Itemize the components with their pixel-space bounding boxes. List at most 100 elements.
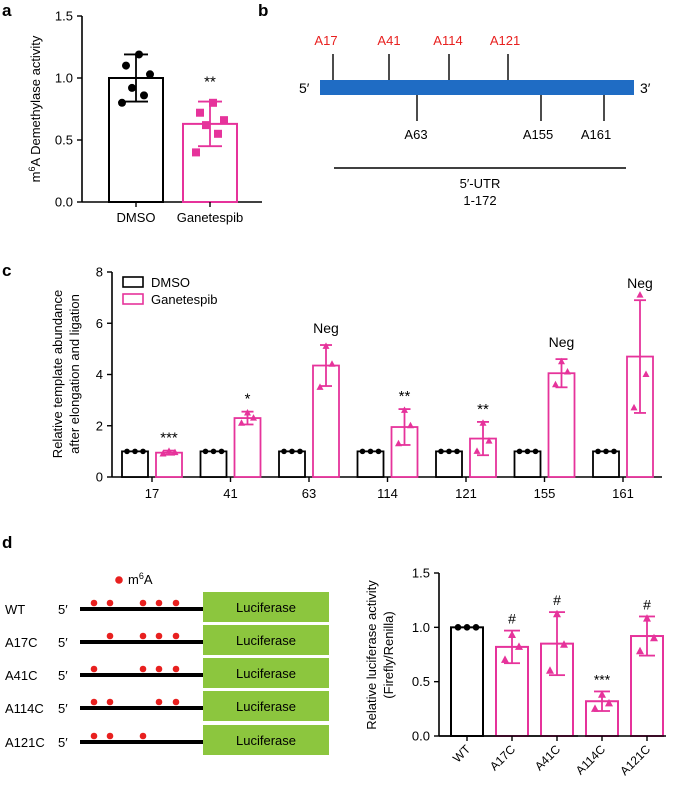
data-point (140, 91, 148, 100)
m6a-legend-dot (115, 576, 123, 584)
data-point-ganetespib (564, 367, 571, 375)
data-point (202, 121, 210, 130)
m6a-site-dot (106, 698, 114, 706)
x-tick-label: DMSO (117, 210, 156, 225)
panel-a-chart: m6A Demethylase activity 0.0 0.5 1.0 1.5 DMS… (27, 9, 262, 225)
panel-d-construct-diagram: m6A WT 5′ Luciferase A17C 5′ Luciferase A41C 5′… (5, 571, 329, 755)
bar-dmso-114 (356, 450, 385, 478)
data-point (128, 83, 136, 92)
data-point (220, 116, 228, 125)
panel-label-c: c (2, 261, 11, 280)
data-point (472, 624, 480, 631)
panel-c-y-label-line2: after elongation and ligation (67, 294, 82, 454)
x-tick-label: A121C (617, 742, 653, 778)
annotation-161: Neg (627, 275, 653, 291)
luciferase-box (203, 691, 329, 721)
m6a-site-dot (155, 665, 163, 673)
y-tick-label: 0.0 (412, 729, 430, 744)
m6a-site-dot (90, 698, 98, 706)
m6a-site-dot (172, 599, 180, 607)
data-point (591, 704, 599, 712)
panel-a-y-label: m6A Demethylase activity (27, 35, 43, 182)
data-point-dmso (524, 448, 531, 455)
panel-d-chart: Relative luciferase activity (Firefly/Re… (364, 566, 666, 778)
data-point-dmso (516, 448, 523, 455)
utr-range: 1-172 (463, 193, 496, 208)
m6a-site-dot (106, 632, 114, 640)
x-tick-label: WT (450, 742, 474, 766)
construct-name-A17C: A17C (5, 635, 38, 650)
luciferase-label: Luciferase (236, 666, 296, 681)
data-point-dmso (595, 448, 601, 455)
m6a-site-dot (172, 665, 180, 673)
data-point (560, 640, 568, 648)
luciferase-box (203, 592, 329, 622)
construct-name-A41C: A41C (5, 668, 38, 683)
bar-ganetespib-17 (155, 451, 183, 478)
data-point-ganetespib (630, 403, 638, 411)
m6a-site-dot (90, 732, 98, 740)
legend-swatch-dmso (122, 276, 144, 288)
annotation-41: * (245, 391, 251, 408)
utr-bar (320, 80, 634, 95)
data-point (598, 690, 606, 698)
data-point-dmso (132, 448, 138, 455)
data-point (501, 655, 509, 663)
data-point (214, 129, 222, 138)
data-point-dmso (438, 448, 444, 455)
m6a-site-dot (139, 732, 147, 740)
y-tick-label: 1.0 (412, 620, 430, 635)
y-tick-label: 1.0 (55, 71, 73, 86)
x-tick-label: A17C (487, 742, 518, 773)
construct-five-prime: 5′ (58, 735, 68, 750)
data-point-dmso (532, 448, 539, 455)
data-point-dmso (281, 448, 287, 455)
site-label-A114: A114 (433, 33, 462, 48)
data-point (515, 642, 523, 650)
luciferase-label: Luciferase (236, 633, 296, 648)
annotation-121: ** (477, 401, 489, 418)
site-label-A121: A121 (490, 33, 520, 48)
utr-five-prime-label: 5′ (299, 80, 310, 96)
data-point-ganetespib (250, 414, 257, 421)
data-point-ganetespib (395, 439, 402, 447)
m6a-site-dot (90, 599, 98, 607)
data-point-dmso (210, 448, 217, 455)
significance-label: # (643, 596, 651, 612)
x-tick-label: 161 (612, 486, 634, 501)
data-point-ganetespib (407, 421, 414, 429)
utr-three-prime-label: 3′ (640, 80, 651, 96)
utr-label: 5′-UTR (460, 176, 501, 191)
luciferase-label: Luciferase (236, 699, 296, 714)
panel-d-y-label-line1: Relative luciferase activity (364, 580, 379, 730)
data-point-dmso (140, 448, 146, 455)
y-tick-label: 0.5 (412, 674, 430, 689)
x-tick-label: A41C (532, 742, 563, 773)
data-point (546, 666, 554, 674)
significance-label: *** (594, 671, 611, 687)
m6a-site-dot (172, 698, 180, 706)
data-point-ganetespib (165, 447, 173, 454)
construct-name-WT: WT (5, 602, 25, 617)
data-point-ganetespib (485, 437, 493, 444)
construct-five-prime: 5′ (58, 668, 68, 683)
data-point (636, 646, 644, 655)
data-point-dmso (218, 448, 225, 455)
data-point (508, 630, 516, 638)
m6a-legend-label: m6A (128, 571, 153, 587)
data-point (650, 633, 658, 642)
data-point (209, 98, 217, 107)
panel-c-y-label-line1: Relative template abundance (50, 290, 65, 458)
bar-dmso-17 (121, 450, 149, 478)
panel-label-b: b (258, 1, 268, 20)
data-point-dmso (446, 448, 452, 455)
legend-label-ganetespib: Ganetespib (151, 292, 218, 307)
bar-dmso-155 (513, 450, 542, 478)
data-point (643, 614, 651, 622)
bar-dmso-41 (199, 450, 228, 478)
data-point-dmso (202, 448, 209, 455)
data-point-dmso (454, 448, 460, 455)
y-tick-label: 0 (96, 470, 103, 485)
construct-name-A114C: A114C (5, 701, 44, 716)
